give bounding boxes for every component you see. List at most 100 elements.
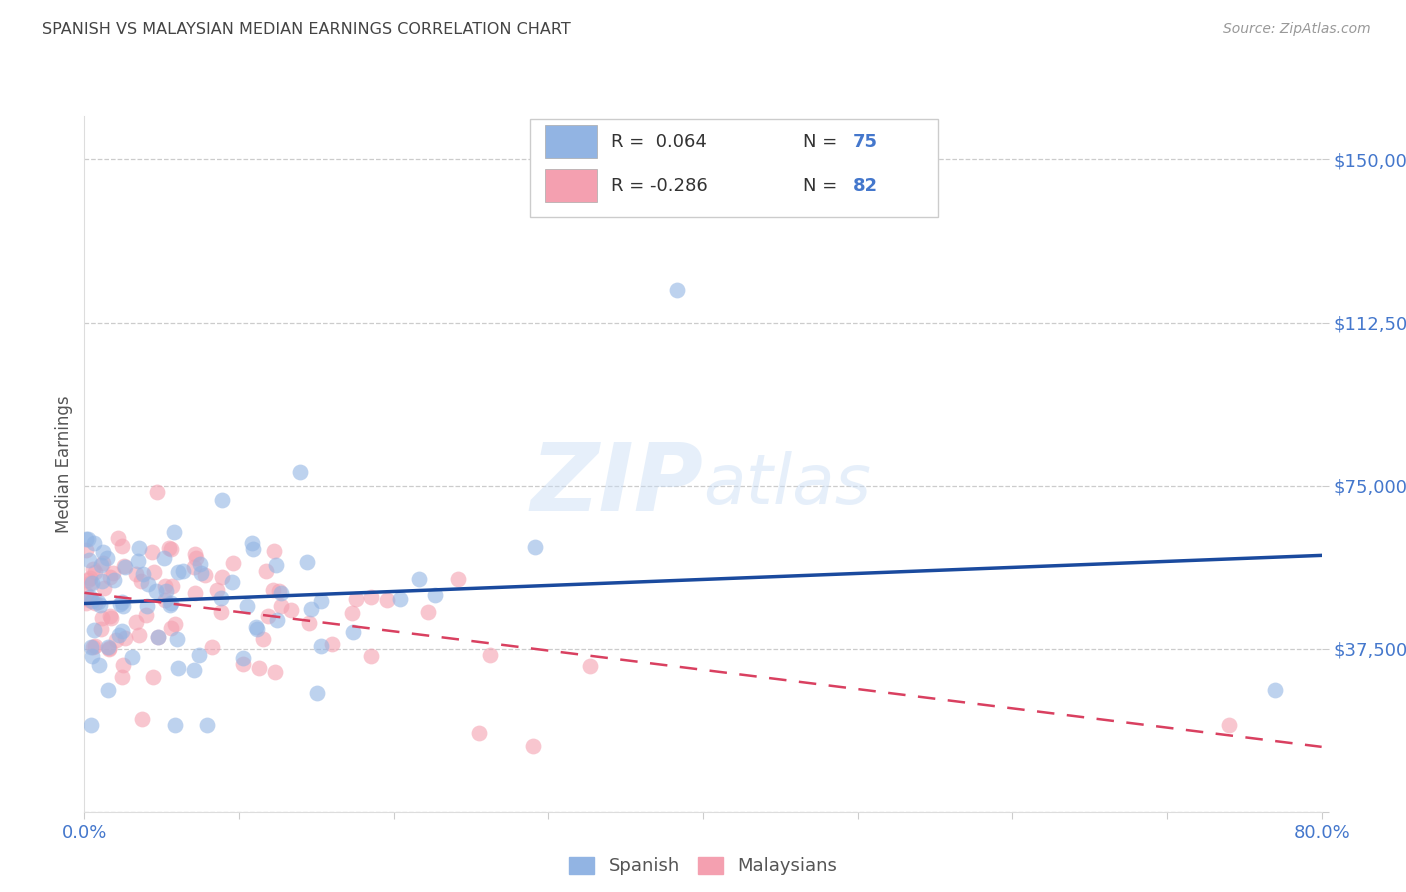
Point (89, 658, 111, 673)
Point (107, 532, 129, 546)
Point (388, 592, 411, 607)
Point (135, 599, 157, 613)
Point (242, 541, 264, 556)
Point (201, 640, 224, 654)
Point (146, 630, 169, 644)
Point (222, 556, 245, 570)
Text: Source: ZipAtlas.com: Source: ZipAtlas.com (1223, 22, 1371, 37)
Point (160, 595, 183, 609)
Point (112, 558, 135, 573)
Point (311, 639, 333, 653)
Point (111, 539, 134, 553)
Point (447, 572, 470, 586)
Point (247, 661, 270, 675)
Point (111, 670, 134, 684)
Point (153, 593, 176, 607)
Point (160, 579, 183, 593)
Point (423, 588, 446, 602)
Point (153, 551, 176, 566)
Point (80, 576, 103, 591)
Point (184, 585, 207, 599)
Point (141, 545, 163, 559)
Point (307, 686, 329, 700)
Point (83, 536, 105, 550)
Point (522, 739, 544, 754)
Point (195, 717, 218, 731)
Point (75, 587, 97, 601)
Point (159, 541, 181, 556)
Point (188, 557, 211, 571)
Point (132, 566, 155, 581)
Point (87, 595, 110, 609)
Point (79, 575, 101, 590)
Point (98, 570, 121, 584)
Point (75, 542, 97, 557)
Point (111, 595, 134, 609)
Point (131, 712, 153, 726)
Point (184, 547, 207, 561)
Point (97, 682, 120, 697)
Point (90, 622, 112, 636)
Text: N =: N = (803, 177, 844, 194)
Point (468, 726, 491, 740)
Point (205, 583, 228, 598)
Y-axis label: Median Earnings: Median Earnings (55, 395, 73, 533)
Point (321, 636, 343, 650)
Point (190, 566, 212, 580)
Point (408, 572, 430, 586)
Point (579, 659, 602, 673)
Point (91, 574, 114, 589)
Point (301, 602, 323, 616)
Point (135, 607, 157, 622)
Point (360, 648, 382, 663)
Point (270, 599, 292, 613)
Point (142, 670, 165, 684)
Point (114, 559, 136, 574)
Point (79, 590, 101, 604)
Point (98, 641, 121, 656)
Point (76, 574, 98, 588)
Point (163, 617, 186, 632)
Point (82, 640, 104, 654)
Point (270, 586, 292, 600)
Point (183, 664, 205, 678)
Point (80, 640, 103, 655)
Point (75, 597, 97, 611)
Point (100, 611, 122, 625)
Point (77, 553, 100, 567)
Point (360, 590, 382, 604)
Point (232, 651, 254, 665)
Point (340, 606, 363, 620)
Text: N =: N = (803, 133, 844, 151)
Point (523, 540, 546, 554)
Point (104, 632, 127, 647)
Text: R = -0.286: R = -0.286 (612, 177, 709, 194)
Point (155, 583, 177, 598)
Point (162, 524, 184, 539)
Point (90, 558, 112, 573)
Point (186, 550, 208, 565)
Point (159, 598, 181, 612)
Point (136, 576, 159, 591)
Point (236, 599, 259, 613)
Point (1264, 683, 1286, 698)
Point (167, 661, 190, 675)
Point (262, 583, 284, 598)
Point (342, 624, 364, 639)
Point (166, 632, 188, 646)
Point (172, 564, 194, 578)
Point (80, 593, 103, 607)
Point (80, 649, 103, 664)
Point (211, 570, 233, 584)
Point (91, 545, 114, 559)
Text: 75: 75 (852, 133, 877, 151)
Point (665, 283, 688, 297)
Point (266, 613, 288, 627)
Point (280, 603, 302, 617)
FancyBboxPatch shape (544, 169, 596, 202)
FancyBboxPatch shape (544, 125, 596, 159)
Point (110, 597, 132, 611)
Point (298, 616, 321, 631)
Point (209, 605, 232, 619)
Point (160, 621, 183, 635)
